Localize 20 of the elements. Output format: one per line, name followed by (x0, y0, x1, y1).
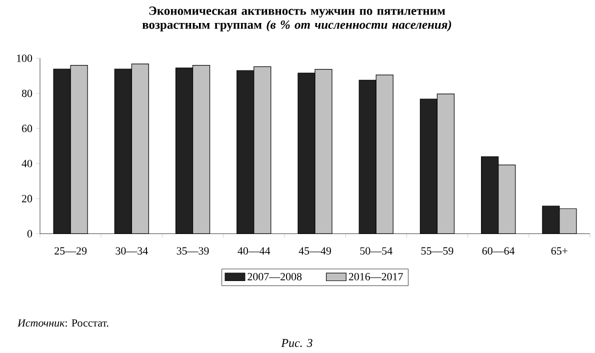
x-tick-label: 25—29 (54, 247, 87, 255)
y-tick-label: 40 (22, 160, 32, 168)
x-tick-label: 45—49 (298, 247, 331, 255)
x-tick-label: 30—34 (116, 247, 148, 255)
text: Источник: Росстат. (17, 319, 108, 327)
chart-title: Экономическая активность мужчин по пятилетним возрастным группам (в % от численности населения) (142, 6, 452, 32)
x-tick-label: 50—54 (360, 247, 392, 255)
x-tick-label: 40—44 (238, 247, 270, 255)
y-tick-label: 100 (17, 54, 32, 62)
x-tick-label: 65+ (551, 247, 568, 255)
legend-label: 2007—2008 (248, 272, 302, 280)
y-tick-label: 0 (27, 230, 32, 238)
x-tick-label: 60—64 (482, 247, 515, 255)
y-tick-label: 20 (22, 194, 32, 202)
y-tick-label: 60 (22, 124, 32, 132)
legend-label: 2016—2017 (348, 272, 403, 280)
y-tick-label: 80 (22, 90, 32, 98)
x-tick-label: 55—59 (421, 247, 454, 255)
x-tick-label: 35—39 (176, 247, 209, 255)
text: Рис. 3 (281, 338, 312, 348)
